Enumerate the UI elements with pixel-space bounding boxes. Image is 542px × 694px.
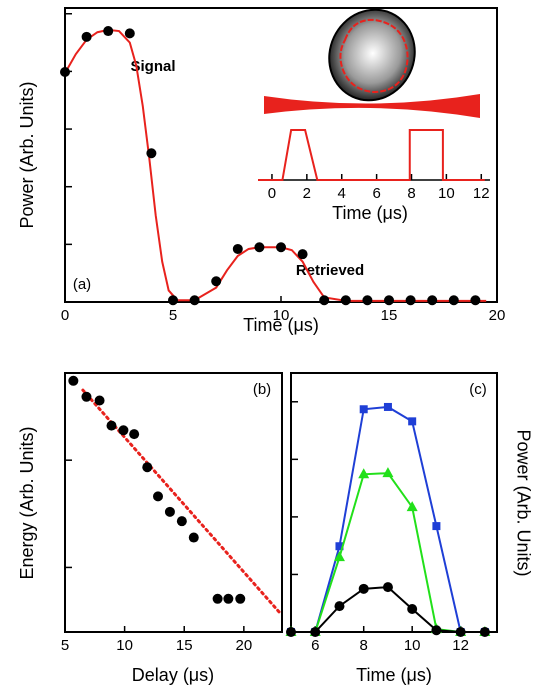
data-point <box>276 242 286 253</box>
data-point <box>408 417 417 426</box>
data-point <box>335 542 344 551</box>
data-point <box>297 249 308 260</box>
annotation: Retrieved <box>296 262 364 279</box>
data-point <box>455 627 466 637</box>
x-tick-label: 2 <box>303 185 311 202</box>
data-point <box>235 593 246 604</box>
data-point <box>358 468 370 479</box>
data-point <box>333 551 345 562</box>
x-tick-label: 10 <box>404 637 421 654</box>
x-tick-label: 4 <box>338 185 346 202</box>
series-line <box>64 28 487 302</box>
data-point <box>427 295 438 306</box>
x-tick-label: 12 <box>473 185 490 202</box>
data-point <box>124 28 135 39</box>
x-tick-label: 15 <box>381 307 398 324</box>
x-tick-label: 10 <box>116 637 133 654</box>
data-point <box>94 395 105 406</box>
x-tick-label: 5 <box>169 307 177 324</box>
x-tick-label: 8 <box>407 185 415 202</box>
data-point <box>407 603 418 614</box>
x-tick-label: 0 <box>268 185 276 202</box>
plot-frame <box>64 372 283 633</box>
data-point <box>129 429 140 440</box>
data-point <box>212 593 223 604</box>
data-point <box>383 402 392 411</box>
x-axis-label: Delay (μs) <box>132 665 214 685</box>
x-tick-label: 20 <box>236 637 253 654</box>
data-point <box>81 391 92 402</box>
series-line <box>258 129 485 181</box>
data-point <box>359 405 368 414</box>
x-tick-label: 6 <box>311 637 319 654</box>
data-point <box>146 148 157 159</box>
data-point <box>448 295 459 306</box>
data-point <box>103 26 114 37</box>
data-point <box>340 295 351 306</box>
data-point <box>211 276 222 287</box>
data-point <box>362 295 373 306</box>
data-point <box>358 583 369 594</box>
series-line <box>291 405 485 633</box>
data-point <box>405 295 416 306</box>
data-point <box>286 627 296 637</box>
x-tick-label: 15 <box>176 637 193 654</box>
data-point <box>118 425 129 436</box>
x-tick-label: 8 <box>360 637 368 654</box>
data-point <box>254 242 265 253</box>
data-point <box>432 522 441 531</box>
data-point <box>164 506 175 517</box>
x-tick-label: 5 <box>61 637 69 654</box>
data-point <box>431 625 442 636</box>
x-tick-label: 12 <box>452 637 469 654</box>
y-axis-label: Power (Arb. Units) <box>17 81 37 228</box>
y-axis-label: Power (Arb. Units) <box>513 429 533 576</box>
data-point <box>382 467 394 478</box>
data-point <box>319 295 330 306</box>
x-tick-label: 10 <box>273 307 290 324</box>
data-point <box>106 420 117 431</box>
annotation: (c) <box>469 381 487 398</box>
plot-frame <box>290 372 498 633</box>
y-axis-label: Energy (Arb. Units) <box>17 426 37 579</box>
data-point <box>81 31 92 42</box>
inset-cloud <box>264 8 480 118</box>
data-point <box>68 375 79 386</box>
data-point <box>153 491 163 502</box>
x-axis-label: Time (μs) <box>243 315 319 335</box>
x-axis-label: Time (μs) <box>332 203 408 223</box>
data-point <box>479 627 490 637</box>
annotation: (b) <box>253 381 271 398</box>
data-point <box>188 532 199 543</box>
plot-frame <box>64 7 498 303</box>
data-point <box>406 501 418 512</box>
annotation: Signal <box>130 58 175 75</box>
data-point <box>334 601 345 612</box>
data-point <box>142 462 153 473</box>
x-tick-label: 20 <box>489 307 506 324</box>
data-point <box>168 295 178 306</box>
data-point <box>384 295 394 306</box>
annotation: (a) <box>73 276 91 293</box>
data-point <box>223 593 234 604</box>
x-tick-label: 10 <box>438 185 455 202</box>
x-axis-label: Time (μs) <box>356 665 432 685</box>
x-tick-label: 0 <box>61 307 69 324</box>
data-point <box>189 295 200 306</box>
data-point <box>382 582 393 593</box>
data-point <box>60 66 70 77</box>
data-point <box>232 243 243 254</box>
data-point <box>310 627 321 637</box>
data-point <box>470 295 481 306</box>
x-tick-label: 6 <box>372 185 380 202</box>
data-point <box>176 516 187 527</box>
